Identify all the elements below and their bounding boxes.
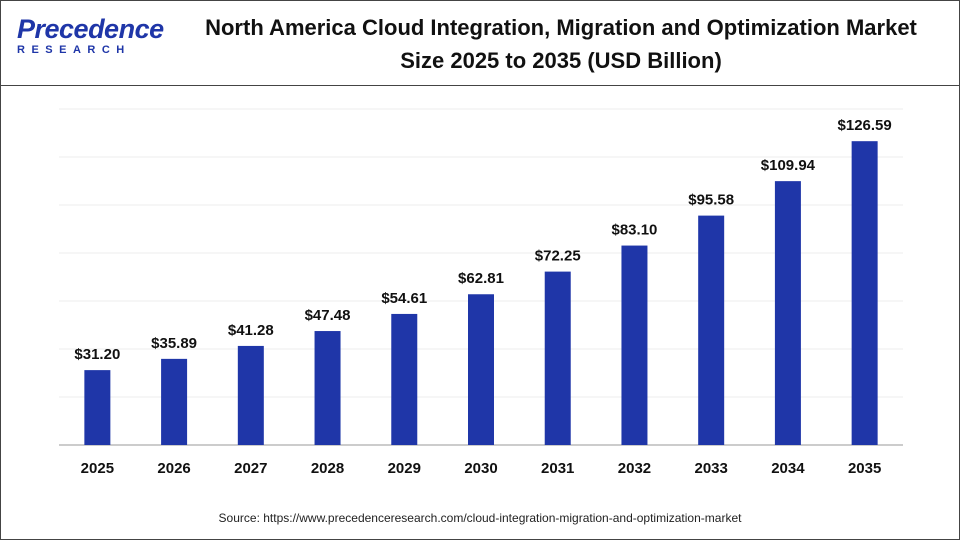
x-tick-label: 2033 — [694, 460, 727, 477]
x-tick-label: 2026 — [157, 460, 190, 477]
logo-tagline: RESEARCH — [17, 44, 131, 56]
value-label: $47.48 — [305, 307, 351, 324]
bar — [621, 245, 648, 445]
x-tick-label: 2034 — [771, 460, 805, 477]
chart-title: North America Cloud Integration, Migrati… — [205, 15, 917, 73]
x-tick-label: 2025 — [81, 460, 114, 477]
x-tick-label: 2029 — [388, 460, 421, 477]
bar — [161, 358, 188, 445]
value-label: $126.59 — [838, 117, 892, 134]
value-label: $83.10 — [612, 222, 658, 239]
logo: Precedence RESEARCH — [17, 15, 167, 57]
source: Source: https://www.precedenceresearch.c… — [219, 511, 743, 525]
bar — [237, 345, 264, 445]
x-tick-label: 2032 — [618, 460, 651, 477]
bar — [544, 271, 571, 445]
value-label: $95.58 — [688, 192, 734, 209]
value-label: $35.89 — [151, 335, 197, 352]
value-label: $109.94 — [761, 157, 816, 174]
bar — [391, 313, 418, 445]
bar — [851, 141, 878, 445]
x-tick-label: 2035 — [848, 460, 881, 477]
bar — [314, 331, 341, 445]
logo-name: Precedence — [17, 14, 164, 44]
value-label: $62.81 — [458, 270, 504, 287]
value-label: $54.61 — [381, 290, 427, 307]
value-label: $72.25 — [535, 248, 581, 265]
value-label: $31.20 — [74, 346, 120, 363]
bar — [698, 215, 725, 445]
x-tick-label: 2027 — [234, 460, 267, 477]
bar — [468, 294, 494, 445]
header-rule — [1, 85, 959, 86]
value-label: $41.28 — [228, 322, 274, 339]
x-tick-label: 2031 — [541, 460, 574, 477]
bar — [84, 370, 111, 445]
x-tick-label: 2028 — [311, 460, 344, 477]
x-tick-label: 2030 — [464, 460, 497, 477]
bar — [774, 181, 801, 446]
